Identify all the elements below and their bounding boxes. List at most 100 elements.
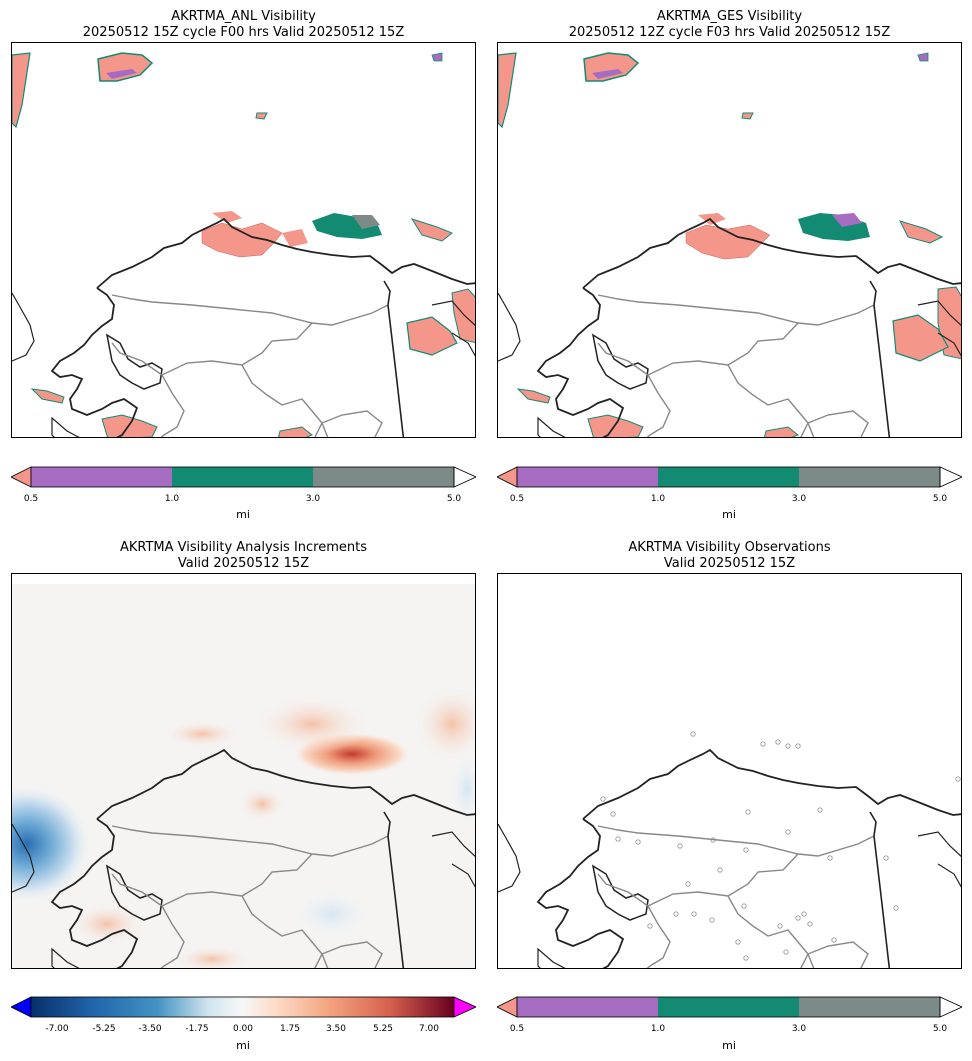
- ges-cloud-patch-sw: [516, 388, 551, 404]
- obs-station-marker: [735, 939, 741, 945]
- obs-station-marker: [775, 739, 781, 745]
- inc-map: [11, 573, 476, 969]
- obs-station-marker: [777, 923, 783, 929]
- obs-station-marker: [690, 731, 696, 737]
- obs-station-marker: [709, 917, 715, 923]
- obs-station-marker: [893, 905, 899, 911]
- ges-cloud-patch-south: [587, 414, 644, 437]
- anl-cloud-patch-central-east: [282, 229, 308, 247]
- inc-colorbar-units: mi: [236, 1039, 250, 1052]
- obs-colorbar-tick: 5.0: [932, 1024, 948, 1034]
- inc-colorbar-tick: 5.25: [372, 1024, 394, 1034]
- obs-colorbar-band-0.5-1.0: [517, 997, 658, 1017]
- ges-map: [497, 42, 962, 438]
- ges-colorbar-under-arrow: [496, 466, 518, 488]
- obs-map-svg: [498, 731, 961, 968]
- inc-positive-haze-north: [252, 694, 372, 754]
- obs-station-markers: [600, 731, 961, 961]
- anl-cloud-patch-small: [255, 112, 268, 120]
- ges-cloud-patch-nw: [498, 52, 517, 129]
- inc-positive-haze-ne: [412, 684, 475, 764]
- anl-colorbar-under-arrow: [10, 466, 32, 488]
- obs-title-line2: Valid 20250512 15Z: [663, 556, 796, 571]
- anl-cloud-patch-north-inner: [106, 69, 137, 79]
- obs-station-marker: [741, 903, 747, 909]
- obs-station-marker: [677, 843, 683, 849]
- anl-colorbar-band-0.5-1.0: [31, 467, 172, 487]
- inc-colorbar-tick: 0.00: [232, 1024, 254, 1034]
- inc-colorbar-tick: -1.75: [185, 1024, 209, 1034]
- obs-station-marker: [647, 923, 653, 929]
- anl-colorbar-svg: [10, 466, 477, 488]
- ges-colorbar-outline: [516, 466, 941, 488]
- inc-colorbar-tick: -7.00: [45, 1024, 69, 1034]
- ges-title-line1: AKRTMA_GES Visibility: [656, 9, 803, 24]
- obs-station-marker: [831, 937, 837, 943]
- anl-colorbar: [10, 466, 477, 488]
- obs-station-marker: [785, 829, 791, 835]
- anl-colorbar-tick: 1.0: [164, 494, 180, 504]
- anl-borders: [111, 280, 409, 437]
- obs-station-marker: [691, 911, 697, 917]
- inc-colorbar-tick: 7.00: [418, 1024, 440, 1034]
- inc-title-line1: AKRTMA Visibility Analysis Increments: [119, 540, 368, 555]
- anl-cloud-patch-se: [406, 316, 458, 356]
- obs-colorbar-outline: [516, 996, 941, 1018]
- ges-borders: [597, 280, 895, 437]
- inc-colorbar-over-arrow: [453, 996, 477, 1018]
- obs-title-line1: AKRTMA Visibility Observations: [628, 540, 831, 555]
- inc-colorbar-under-arrow: [10, 996, 32, 1018]
- obs-station-marker: [883, 855, 889, 861]
- obs-borders: [597, 811, 895, 968]
- anl-title-line1: AKRTMA_ANL Visibility: [171, 9, 316, 24]
- anl-map: [11, 42, 476, 438]
- obs-title: AKRTMA Visibility Observations Valid 202…: [497, 540, 962, 572]
- anl-cloud-patch-nw: [12, 52, 31, 129]
- ges-cloud-patch-north-inner: [592, 69, 623, 79]
- obs-station-marker: [801, 911, 807, 917]
- ges-colorbar-band-1.0-3.0: [658, 467, 799, 487]
- ges-cloud-patch-coast-purple: [832, 213, 862, 227]
- inc-negative-blob-west: [12, 784, 92, 904]
- anl-colorbar-tick: 5.0: [446, 494, 462, 504]
- ges-title-line2: 20250512 12Z cycle F03 hrs Valid 2025051…: [568, 25, 891, 40]
- inc-positive-patch-coast-west: [162, 720, 242, 748]
- anl-cloud-patch-east: [451, 288, 475, 344]
- obs-station-marker: [745, 809, 751, 815]
- ges-cloud-patch-north: [583, 52, 640, 82]
- anl-cloud-patch-central: [201, 222, 283, 258]
- obs-station-marker: [795, 915, 801, 921]
- ges-colorbar-band-3.0-5.0: [799, 467, 940, 487]
- anl-colorbar-tick: 3.0: [305, 494, 321, 504]
- inc-title: AKRTMA Visibility Analysis Increments Va…: [11, 540, 476, 572]
- anl-cloud-patch-ne: [410, 218, 453, 242]
- inc-colorbar-tick: -5.25: [92, 1024, 116, 1034]
- obs-station-marker: [615, 836, 621, 842]
- ges-colorbar-over-arrow: [939, 466, 963, 488]
- obs-colorbar-tick: 3.0: [791, 1024, 807, 1034]
- ges-cloud-patch-central-north: [698, 213, 726, 225]
- obs-colorbar-band-3.0-5.0: [799, 997, 940, 1017]
- ges-cloud-patch-small: [741, 112, 754, 120]
- anl-cloud-patch-coast-grey: [352, 215, 380, 229]
- obs-station-marker: [610, 811, 616, 817]
- inc-positive-patch-bottom: [172, 945, 252, 968]
- inc-negative-patch-south: [292, 888, 372, 940]
- anl-cloud-patch-ne-tiny: [431, 52, 443, 62]
- obs-station-marker: [673, 911, 679, 917]
- anl-cloud-patch-sw: [30, 388, 65, 404]
- inc-colorbar-tick: -3.50: [138, 1024, 162, 1034]
- obs-colorbar-tick: 1.0: [650, 1024, 666, 1034]
- ges-colorbar-band-0.5-1.0: [517, 467, 658, 487]
- obs-station-marker: [807, 921, 813, 927]
- obs-station-marker: [717, 867, 723, 873]
- inc-colorbar-tick: 3.50: [325, 1024, 347, 1034]
- obs-station-marker: [827, 855, 833, 861]
- ges-colorbar-tick: 5.0: [932, 494, 948, 504]
- anl-title: AKRTMA_ANL Visibility 20250512 15Z cycle…: [11, 9, 476, 41]
- obs-colorbar-over-arrow: [939, 996, 963, 1018]
- inc-map-svg: [12, 584, 475, 968]
- obs-station-marker: [955, 776, 961, 782]
- inc-field-background: [12, 584, 475, 968]
- inc-negative-patch-east: [449, 749, 475, 829]
